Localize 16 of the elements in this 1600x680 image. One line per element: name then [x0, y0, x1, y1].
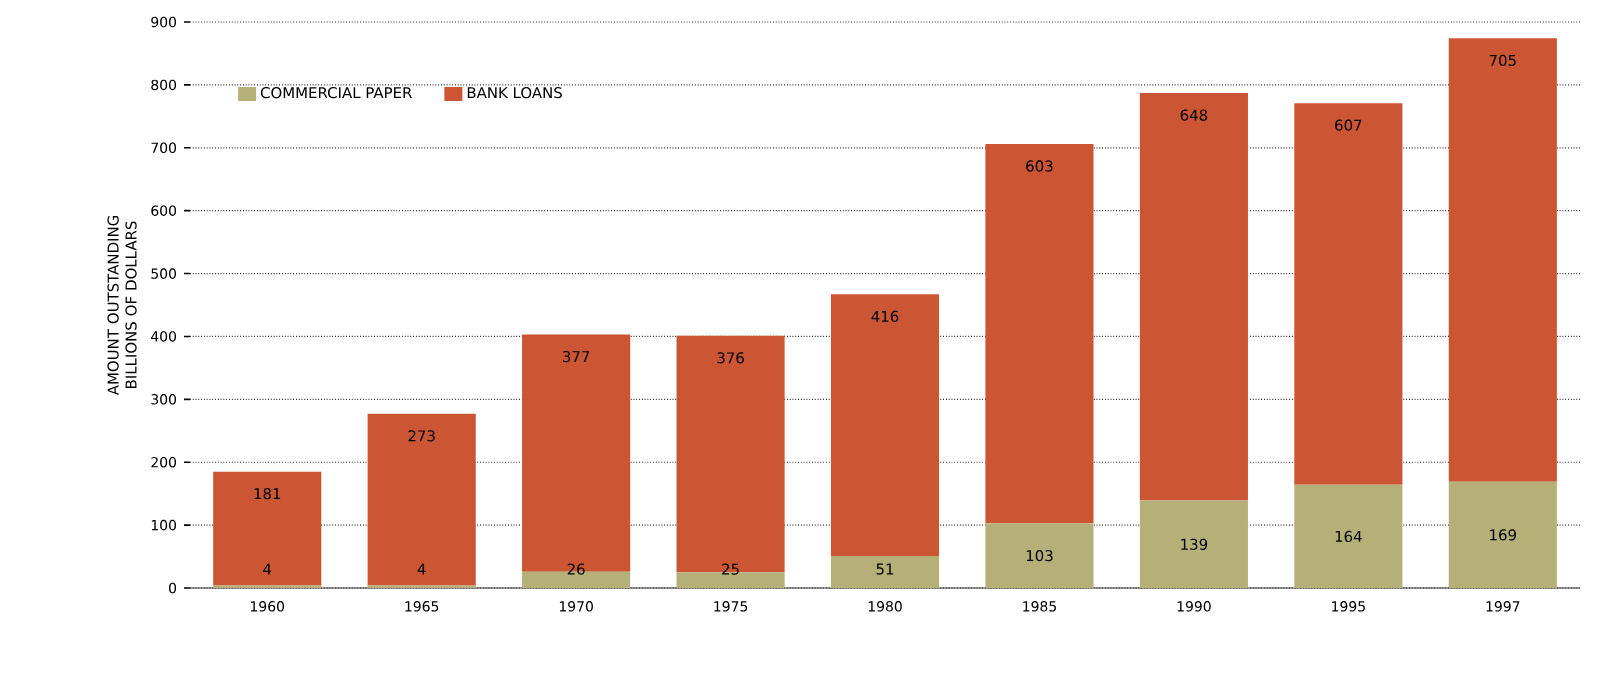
bar	[1294, 484, 1403, 588]
bar	[213, 471, 322, 586]
bar	[985, 144, 1094, 524]
bar	[1448, 481, 1557, 588]
bar	[676, 335, 785, 573]
bar	[1139, 93, 1248, 501]
bar	[985, 523, 1094, 588]
bar	[676, 572, 785, 588]
bar	[1139, 500, 1248, 588]
bar	[1294, 103, 1403, 485]
bar	[367, 413, 476, 586]
bar	[1448, 38, 1557, 482]
bar	[830, 294, 940, 556]
bar	[522, 334, 631, 572]
bar	[522, 571, 631, 588]
bar	[830, 555, 940, 588]
